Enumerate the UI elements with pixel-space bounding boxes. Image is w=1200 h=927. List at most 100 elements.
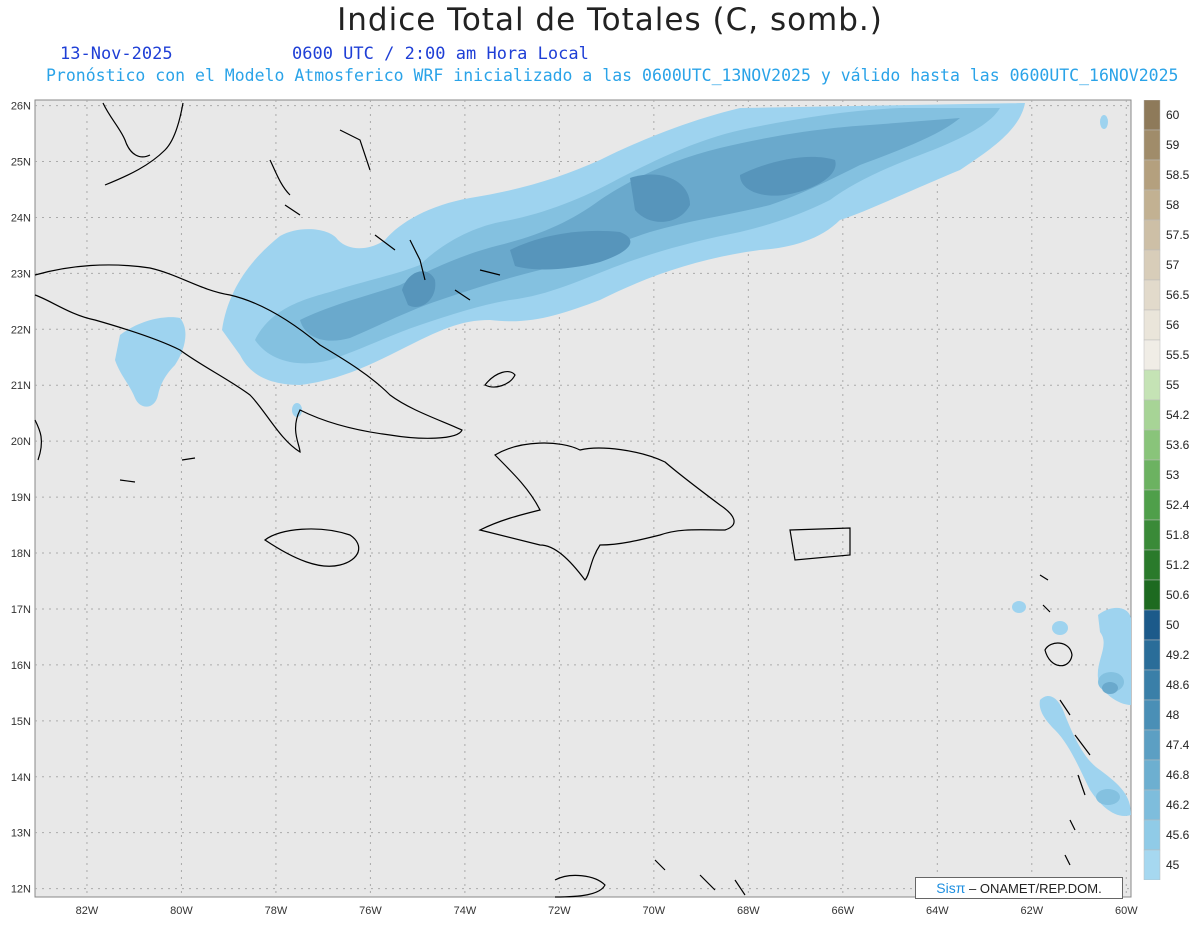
colorbar-swatch [1143,489,1161,521]
shade-45-antilles-4 [1039,695,1131,816]
lon-tick-label: 72W [548,905,571,917]
coast-bahamas [269,129,501,301]
colorbar-label: 55.5 [1166,348,1190,362]
lon-tick-label: 70W [643,905,666,917]
lon-tick-label: 82W [76,905,99,917]
lat-tick-label: 20N [11,436,31,448]
colorbar-label: 52.4 [1166,498,1190,512]
colorbar-label: 56.5 [1166,288,1190,302]
colorbar-swatch [1143,429,1161,461]
lon-tick-label: 78W [265,905,288,917]
colorbar-label: 46.2 [1166,798,1190,812]
colorbar-label: 45.6 [1166,828,1190,842]
colorbar-label: 59 [1166,138,1180,152]
coast-puerto-rico [789,527,851,561]
colorbar-swatch [1143,549,1161,581]
colorbar-label: 58.5 [1166,168,1190,182]
lon-tick-label: 80W [170,905,193,917]
colorbar-swatch [1143,579,1161,611]
date-label: 13-Nov-2025 [60,44,173,64]
colorbar-label: 50.6 [1166,588,1190,602]
map-title: Indice Total de Totales (C, somb.) [337,2,883,38]
lon-tick-label: 62W [1020,905,1043,917]
coast-cuba [34,264,463,454]
colorbar-label: 45 [1166,858,1180,872]
shade-45-antilles-1 [1012,601,1026,613]
colorbar-swatch [1143,219,1161,251]
colorbar-swatch [1143,309,1161,341]
shade-47-blob-se [1102,682,1118,694]
lon-axis: 82W 80W 78W 76W 74W 72W 70W 68W 66W 64W 62W 60W [76,905,1139,917]
lat-tick-label: 21N [11,380,31,392]
colorbar-label: 51.8 [1166,528,1190,542]
colorbar-swatch [1143,639,1161,671]
coast-islands-small [119,371,516,483]
shade-48-core-1 [510,230,631,270]
lon-tick-label: 68W [737,905,760,917]
coast-south-america [554,859,746,898]
colorbar-swatch [1143,759,1161,791]
lat-tick-label: 23N [11,268,31,280]
lon-tick-label: 74W [454,905,477,917]
lat-tick-label: 16N [11,660,31,672]
colorbar-swatch [1143,789,1161,821]
shade-48-core-4 [402,271,436,308]
colorbar-swatch [1143,819,1161,851]
lat-tick-label: 24N [11,212,31,224]
lat-tick-label: 12N [11,884,31,896]
lat-tick-label: 18N [11,548,31,560]
colorbar-swatch [1143,459,1161,491]
colorbar-swatch [1143,100,1161,131]
shade-48-core-2 [630,174,690,222]
colorbar-label: 57.5 [1166,228,1190,242]
lon-tick-label: 66W [832,905,855,917]
index-shading [115,103,1131,816]
lat-tick-label: 15N [11,716,31,728]
credit-box: Sisπ – ONAMET/REP.DOM. [915,877,1123,899]
shade-45-blob-small [292,403,302,417]
graticule [35,100,1131,897]
colorbar-label: 60 [1166,108,1180,122]
lat-tick-label: 13N [11,828,31,840]
coast-leeward [1039,574,1091,866]
colorbar-swatch [1143,189,1161,221]
colorbar-swatch [1143,669,1161,701]
lat-tick-label: 14N [11,772,31,784]
lat-tick-label: 22N [11,324,31,336]
colorbar-swatch [1143,369,1161,401]
colorbar-label: 56 [1166,318,1180,332]
lon-tick-label: 64W [926,905,949,917]
colorbar-label: 53 [1166,468,1180,482]
lat-tick-label: 17N [11,604,31,616]
colorbar-label: 57 [1166,258,1180,272]
colorbar-swatch [1143,609,1161,641]
lon-tick-label: 76W [359,905,382,917]
lat-tick-label: 19N [11,492,31,504]
coast-yucatan-left [34,419,43,461]
shade-48-core-3 [740,156,836,196]
shade-45-antilles-2 [1052,621,1068,635]
colorbar-label: 48 [1166,708,1180,722]
colorbar-swatch [1143,159,1161,191]
shade-46-blob-s [1096,789,1120,805]
model-info-label: Pronóstico con el Modelo Atmosferico WRF… [46,66,1179,85]
colorbar-swatch [1143,339,1161,371]
colorbar-label: 53.6 [1166,438,1190,452]
colorbar-swatch [1143,399,1161,431]
lat-tick-label: 25N [11,157,31,169]
colorbar-swatch [1143,279,1161,311]
colorbar-label: 55 [1166,378,1180,392]
colorbar-swatch [1143,129,1161,161]
shade-45-dot-ne [1100,115,1108,129]
colorbar-label: 50 [1166,618,1180,632]
colorbar: 60 59 58.5 58 57.5 57 56.5 56 55.5 55 54.2 53.6 53 52… [1143,100,1190,880]
colorbar-label: 51.2 [1166,558,1190,572]
sis-logo-text: Sisπ [936,880,966,896]
lat-tick-label: 26N [11,101,31,113]
colorbar-swatch [1143,699,1161,731]
colorbar-swatch [1143,519,1161,551]
colorbar-label: 46.8 [1166,768,1190,782]
colorbar-swatch [1143,249,1161,281]
colorbar-swatch [1143,729,1161,761]
